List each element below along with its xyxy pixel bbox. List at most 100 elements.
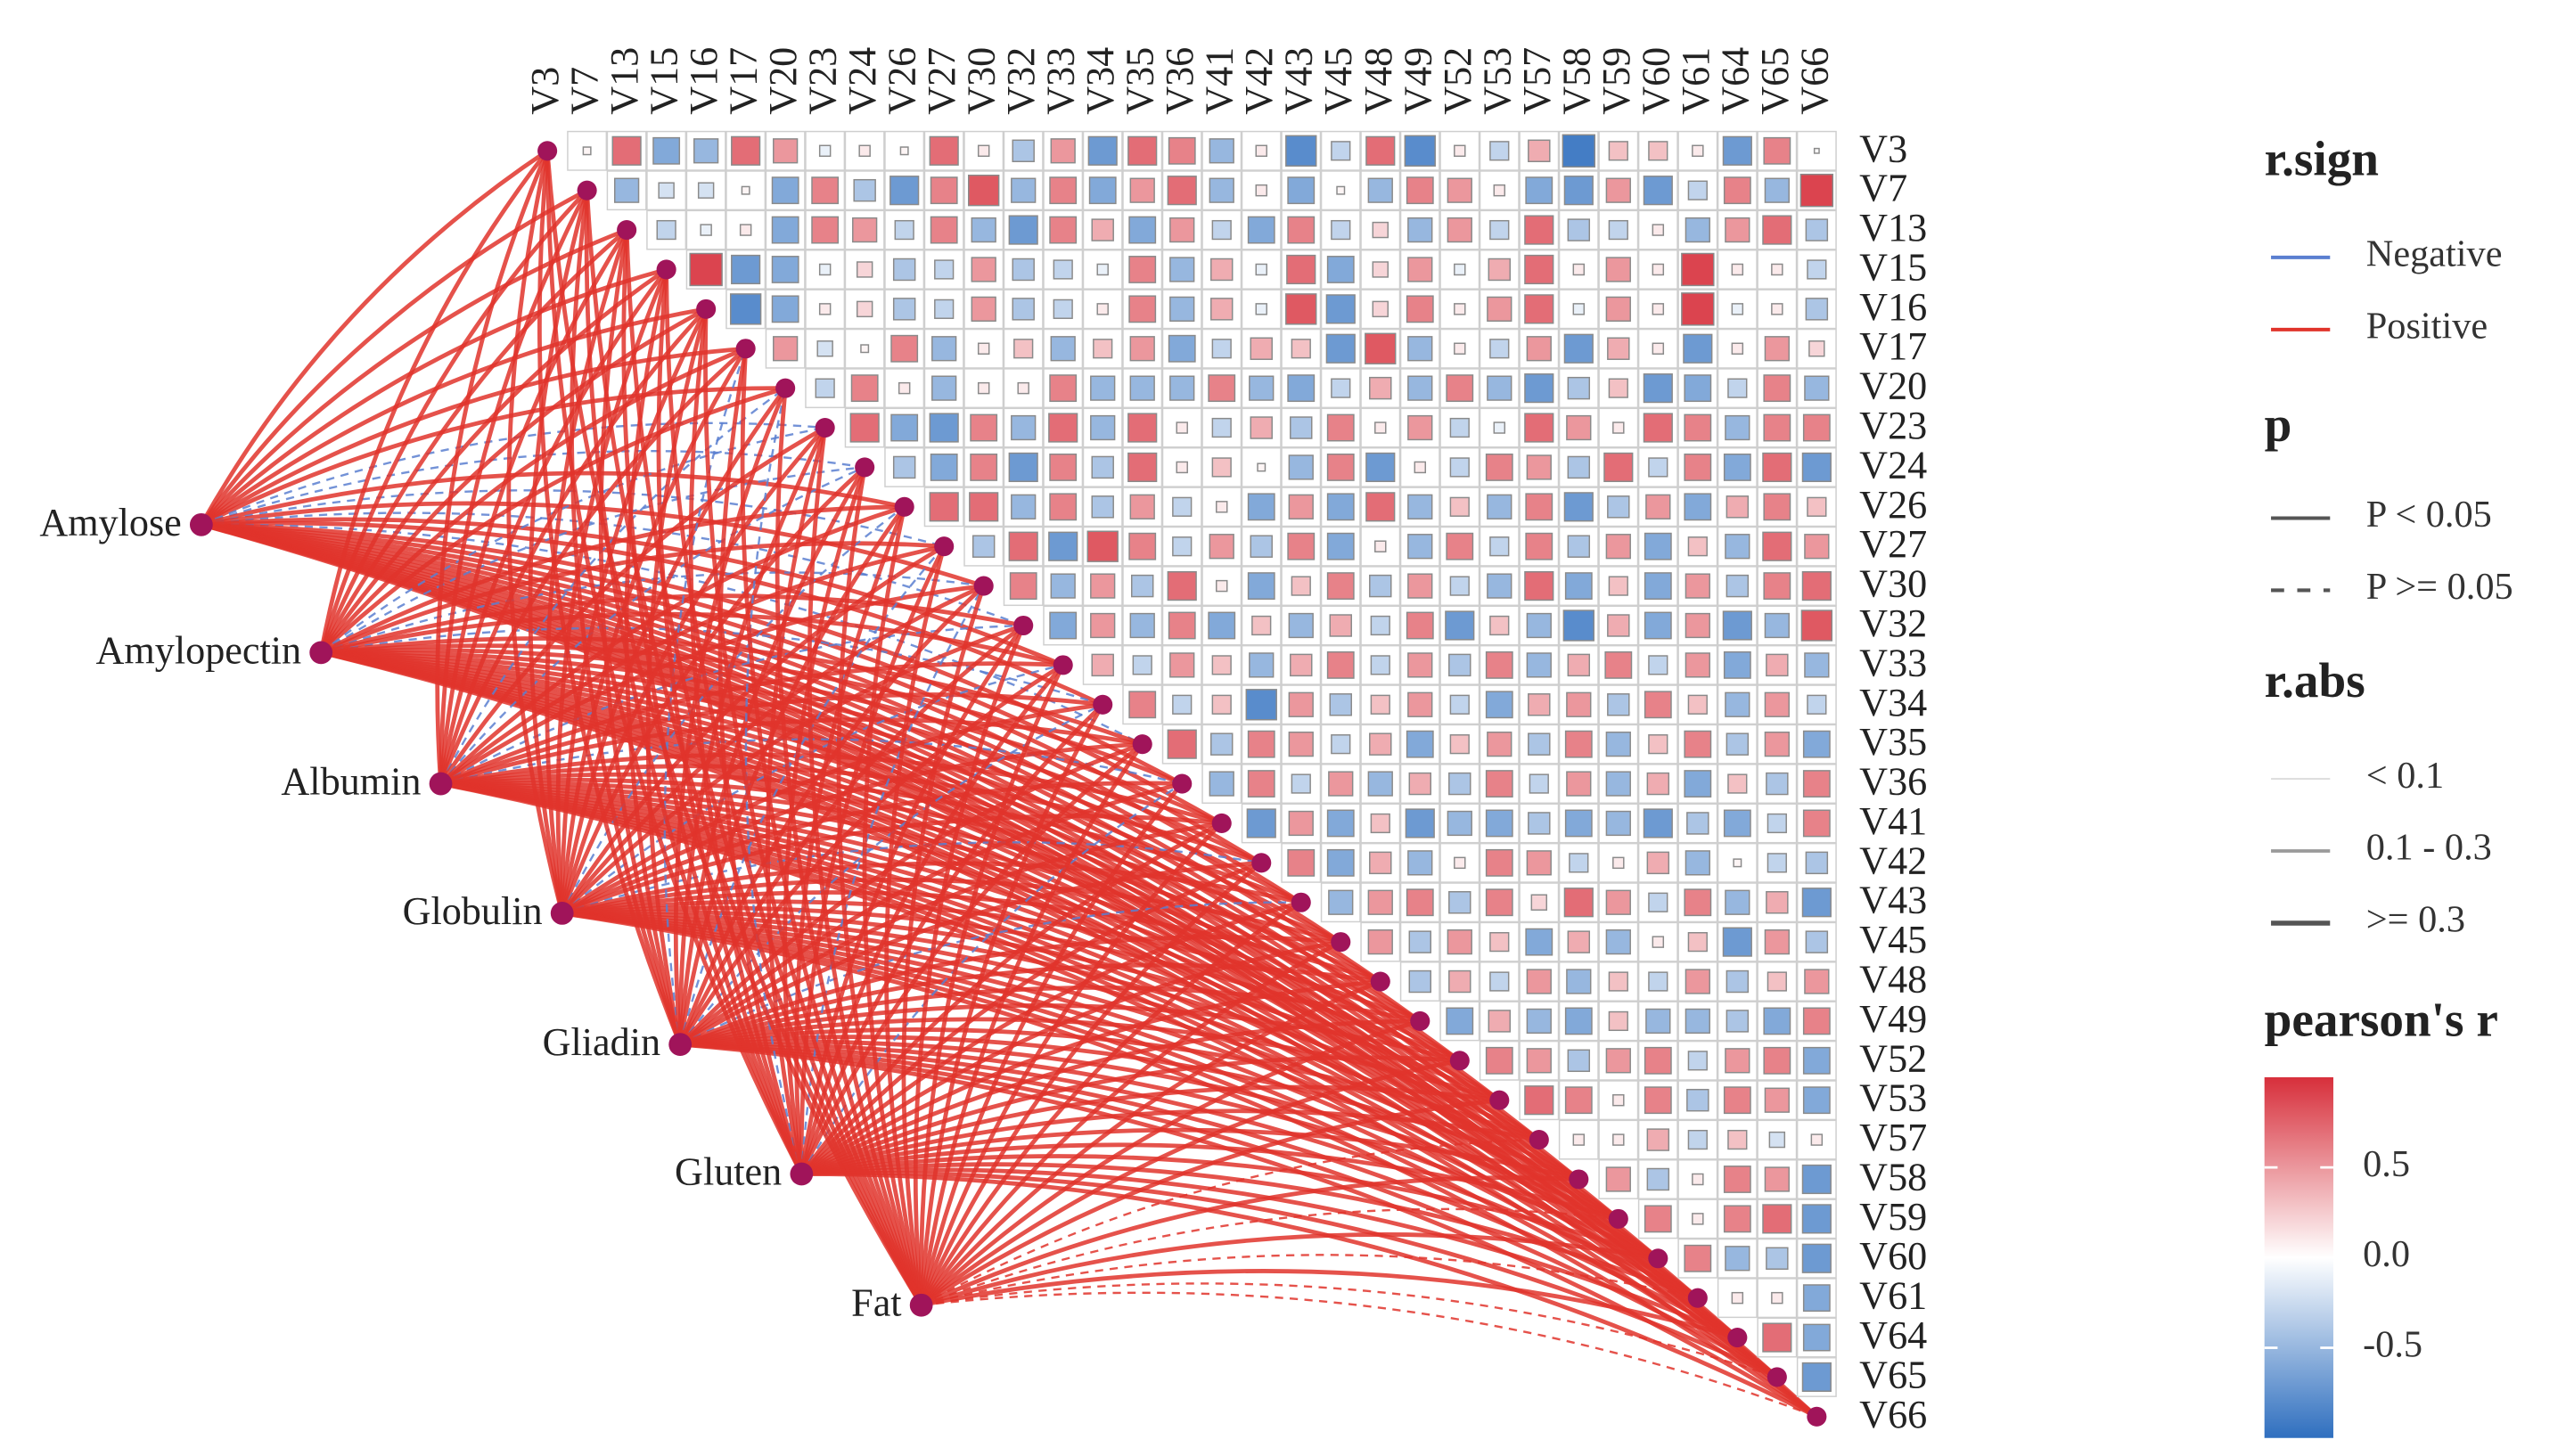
cell (1807, 694, 1827, 715)
cell (1406, 730, 1434, 758)
row-label: V33 (1859, 641, 1927, 684)
cell (1246, 808, 1276, 838)
cell (1408, 772, 1432, 796)
cell (1365, 452, 1396, 483)
cell (1329, 614, 1352, 637)
column-label: V30 (960, 47, 1004, 115)
cell (1407, 375, 1433, 401)
cell (1725, 1048, 1750, 1074)
link (801, 1167, 1739, 1340)
cell (1648, 892, 1668, 912)
cell (971, 257, 996, 282)
cell (1764, 336, 1790, 362)
link (585, 190, 923, 1306)
link (799, 821, 1223, 1175)
column-label: V65 (1753, 47, 1797, 115)
cell (1612, 1093, 1625, 1107)
variable-node (1172, 773, 1193, 794)
link (560, 623, 1024, 915)
column-label: V27 (920, 47, 963, 115)
link (920, 1232, 1659, 1307)
cell (1644, 1205, 1672, 1233)
variable-node (1489, 1090, 1510, 1110)
cell (1605, 771, 1631, 797)
cell (1169, 296, 1195, 322)
link (439, 387, 786, 785)
cell (1528, 139, 1551, 163)
cell-frame (1757, 1080, 1798, 1121)
cell (1530, 894, 1548, 911)
link (800, 1055, 1460, 1176)
variable-node (735, 339, 756, 359)
cell-frame (1677, 526, 1718, 567)
cell (1526, 969, 1552, 994)
cell (1566, 969, 1592, 994)
link (679, 962, 1381, 1047)
cell (1608, 378, 1628, 398)
cell (700, 224, 712, 236)
cell (1012, 298, 1035, 321)
cell (894, 219, 914, 241)
cell (1454, 263, 1466, 276)
variable-node (1331, 932, 1351, 953)
row-label: V3 (1859, 127, 1907, 170)
link (919, 782, 1185, 1306)
cell (1326, 650, 1355, 679)
cell-frame (1598, 1001, 1639, 1042)
cell (1448, 969, 1471, 994)
column-label: V48 (1357, 47, 1400, 115)
cell (1567, 930, 1591, 953)
cell (1208, 611, 1236, 640)
cell (1687, 536, 1708, 557)
cell (1684, 888, 1712, 917)
cell (1646, 772, 1670, 796)
link (439, 466, 865, 785)
cell (1727, 378, 1748, 398)
link (920, 1098, 1500, 1307)
cell (1762, 452, 1792, 483)
link (901, 585, 986, 1306)
cell (1449, 576, 1470, 596)
cell (977, 342, 990, 355)
link (800, 585, 985, 1174)
cell (1168, 136, 1196, 165)
cell (1172, 496, 1193, 517)
column-label: V23 (801, 47, 845, 115)
cell (1247, 730, 1275, 758)
row-label: V49 (1859, 997, 1927, 1041)
column-label: V43 (1277, 47, 1321, 115)
link (679, 935, 1341, 1047)
cell (1049, 176, 1078, 205)
link (921, 1138, 1539, 1306)
row-label: V30 (1859, 562, 1927, 606)
cell (929, 135, 959, 166)
cell (1805, 851, 1829, 875)
cell (892, 298, 916, 321)
cell (811, 176, 840, 205)
cell (771, 295, 799, 323)
cell (1648, 655, 1668, 675)
cell (1406, 176, 1434, 205)
source-label: Globulin (403, 889, 543, 933)
cell-frame (844, 289, 885, 330)
cell (1645, 1008, 1671, 1035)
cell-frame (1201, 764, 1242, 805)
cell (1091, 653, 1114, 677)
cell (1326, 493, 1355, 521)
cell (898, 381, 911, 395)
cell (1564, 572, 1593, 601)
cell (1408, 969, 1432, 994)
cell (1447, 217, 1472, 243)
cell (1169, 257, 1195, 282)
column-label: V3 (523, 67, 567, 115)
cell (929, 492, 959, 522)
cell (1331, 141, 1351, 161)
cell (1771, 303, 1783, 315)
row-label: V52 (1859, 1036, 1927, 1080)
cell (1407, 494, 1433, 519)
cell (1325, 333, 1356, 364)
variable-node (775, 378, 796, 398)
link (439, 347, 748, 785)
cell (1733, 858, 1742, 868)
cell (1407, 257, 1433, 282)
